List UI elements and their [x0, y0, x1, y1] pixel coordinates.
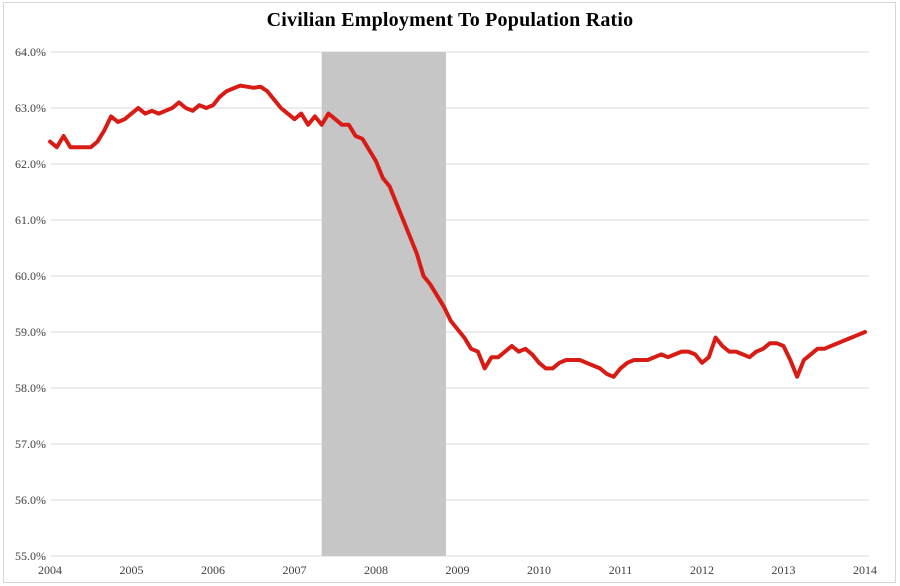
employment-ratio-line — [48, 83, 867, 379]
chart-title: Civilian Employment To Population Ratio — [266, 9, 634, 31]
y-tick-label: 62.0% — [15, 157, 46, 171]
y-tick-label: 56.0% — [15, 493, 46, 507]
recession-band — [321, 52, 446, 556]
x-tick-label: 2008 — [364, 563, 388, 577]
x-tick-label: 2004 — [38, 563, 62, 577]
y-tick-label: 60.0% — [15, 269, 46, 283]
x-tick-label: 2005 — [120, 563, 144, 577]
x-tick-label: 2007 — [283, 563, 307, 577]
x-tick-label: 2014 — [853, 563, 877, 577]
y-tick-label: 61.0% — [15, 213, 46, 227]
y-tick-label: 57.0% — [15, 437, 46, 451]
y-tick-label: 58.0% — [15, 381, 46, 395]
x-tick-label: 2013 — [772, 563, 796, 577]
y-tick-label: 55.0% — [15, 549, 46, 563]
x-tick-label: 2006 — [201, 563, 225, 577]
chart-frame-border — [3, 2, 896, 583]
y-tick-label: 59.0% — [15, 325, 46, 339]
x-tick-label: 2010 — [527, 563, 551, 577]
x-tick-label: 2009 — [446, 563, 470, 577]
x-tick-label: 2012 — [690, 563, 714, 577]
y-tick-label: 64.0% — [15, 45, 46, 59]
y-tick-label: 63.0% — [15, 101, 46, 115]
x-tick-label: 2011 — [609, 563, 633, 577]
